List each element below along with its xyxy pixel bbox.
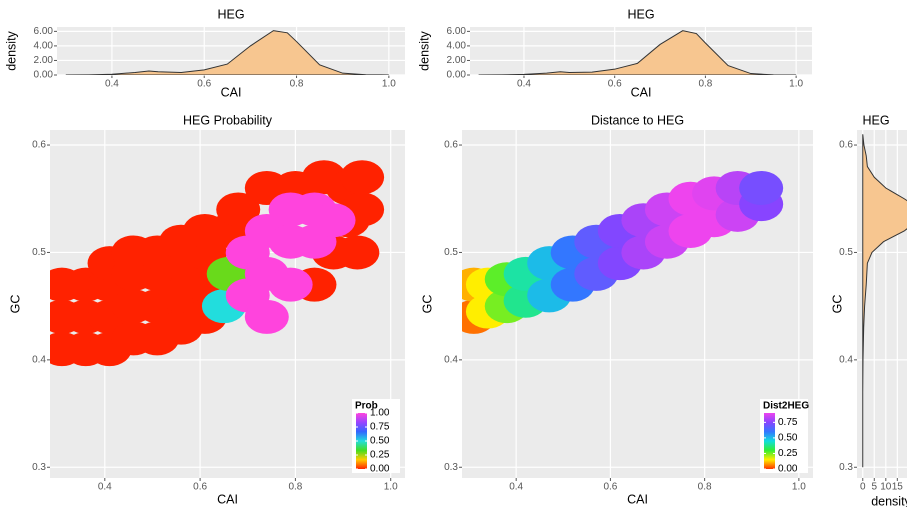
legend-tick-label: 0.00 [370, 464, 390, 475]
x-tick-label: 0.8 [288, 482, 302, 493]
legend-tick-label: 0.50 [778, 433, 798, 444]
panel-title: HEG [627, 7, 654, 21]
x-tick-label: 0.8 [698, 482, 712, 493]
y-tick-label: 0.6 [32, 140, 46, 151]
panel: 0.4 0.6 0.8 1.0 0.3 0.4 0.5 0.6 HEG Probability C… [8, 113, 405, 506]
y-tick-label: 0.3 [839, 462, 853, 473]
y-tick-label: 0.5 [444, 247, 458, 258]
x-axis-label: CAI [221, 85, 242, 99]
x-axis-label: CAI [217, 492, 238, 506]
y-tick-label: 2.00 [34, 55, 54, 66]
point [340, 160, 385, 195]
x-tick-label: 1.0 [382, 79, 396, 90]
panel-title: HEG Probability [183, 113, 273, 127]
y-tick-label: 0.00 [447, 70, 467, 81]
x-tick-label: 1.0 [384, 482, 398, 493]
point [216, 192, 261, 227]
y-tick-label: 4.00 [447, 41, 467, 52]
density-curve [65, 30, 389, 75]
legend-tick-label: 0.00 [778, 464, 798, 475]
x-tick-label: 0.6 [603, 482, 617, 493]
x-tick-label: 5 [871, 482, 877, 493]
legend-tick-label: 1.00 [370, 408, 390, 419]
x-tick-label: 0.8 [698, 79, 712, 90]
legend-tick-label: 0.75 [370, 422, 390, 433]
y-tick-label: 0.00 [34, 70, 54, 81]
x-tick-label: 10 [880, 482, 892, 493]
plot-area [65, 30, 389, 75]
density-curve [478, 30, 797, 75]
x-tick-label: 1.0 [792, 482, 806, 493]
y-tick-label: 0.5 [839, 247, 853, 258]
legend: Dist2HEG 0.00 0.25 0.50 0.75 [760, 399, 809, 475]
panel: 0.4 0.6 0.8 1.0 0.00 2.00 4.00 6.00 HEG CAI densit… [4, 7, 405, 99]
panel: 0 5 10 15 0.3 0.4 0.5 0.6 HEG density GC [830, 113, 907, 507]
y-tick-label: 2.00 [447, 55, 467, 66]
legend-tick-label: 0.25 [778, 448, 798, 459]
panel-title: HEG [217, 7, 244, 21]
y-axis-label: density [4, 30, 18, 70]
y-tick-label: 0.5 [32, 247, 46, 258]
legend-tick-label: 0.25 [370, 450, 390, 461]
x-axis-label: CAI [631, 85, 652, 99]
legend-tick-label: 0.50 [370, 436, 390, 447]
colorbar [764, 413, 775, 469]
y-tick-label: 0.6 [839, 140, 853, 151]
x-tick-label: 1.0 [789, 79, 803, 90]
y-axis-label: GC [830, 295, 844, 314]
y-tick-label: 0.3 [444, 462, 458, 473]
panel: 0.4 0.6 0.8 1.0 0.3 0.4 0.5 0.6 Distance to HEG C… [420, 113, 813, 506]
y-axis-label: GC [8, 295, 22, 314]
point [244, 299, 289, 334]
y-tick-label: 0.4 [444, 354, 458, 365]
y-tick-label: 6.00 [34, 26, 54, 37]
legend-title: Prob [355, 401, 378, 412]
plot-area [862, 134, 907, 468]
panel: 0.4 0.6 0.8 1.0 0.00 2.00 4.00 6.00 HEG CAI densit… [417, 7, 812, 99]
panel-title: HEG [862, 113, 889, 127]
x-axis-label: density [871, 494, 907, 507]
point [739, 171, 784, 205]
y-tick-label: 0.3 [32, 462, 46, 473]
plot-area [50, 160, 385, 367]
legend: Prob 0.00 0.25 0.50 0.75 1.00 [352, 399, 400, 475]
x-tick-label: 15 [892, 482, 904, 493]
legend-title: Dist2HEG [763, 401, 809, 412]
y-tick-label: 6.00 [447, 26, 467, 37]
x-axis-label: CAI [627, 492, 648, 506]
x-tick-label: 0.4 [509, 482, 523, 493]
y-axis-label: density [417, 30, 431, 70]
x-tick-label: 0.6 [608, 79, 622, 90]
y-tick-label: 0.4 [32, 354, 46, 365]
colorbar [356, 413, 367, 469]
x-tick-label: 0.6 [197, 79, 211, 90]
plot-area [462, 171, 784, 334]
x-tick-label: 0.4 [517, 79, 531, 90]
x-tick-label: 0.4 [105, 79, 119, 90]
y-tick-label: 0.4 [839, 354, 853, 365]
plot-area [478, 30, 797, 75]
point [311, 203, 356, 238]
y-axis-label: GC [420, 295, 434, 314]
y-tick-label: 0.6 [444, 140, 458, 151]
density-curve [862, 134, 907, 468]
point [268, 267, 313, 302]
y-tick-label: 4.00 [34, 41, 54, 52]
x-tick-label: 0.6 [193, 482, 207, 493]
x-tick-label: 0.8 [290, 79, 304, 90]
legend-tick-label: 0.75 [778, 417, 798, 428]
panel-title: Distance to HEG [591, 113, 684, 127]
x-tick-label: 0.4 [98, 482, 112, 493]
x-tick-label: 0 [860, 482, 866, 493]
